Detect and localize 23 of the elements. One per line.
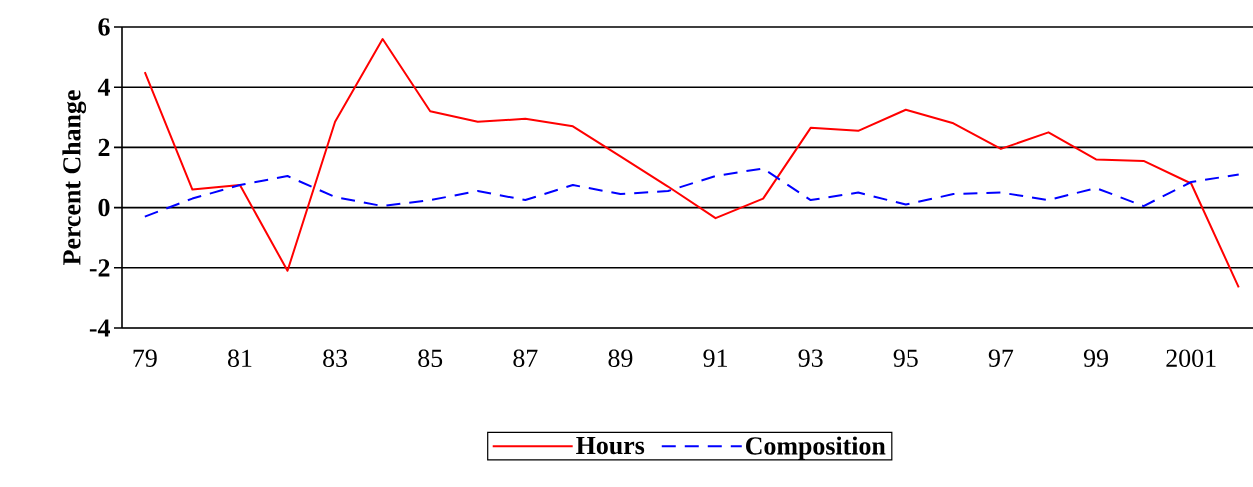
y-tick-label: -2	[89, 259, 110, 277]
y-tick-label: -4	[89, 319, 110, 337]
x-tick-label: 79	[133, 349, 157, 367]
x-tick-label: 81	[227, 349, 252, 367]
x-tick-label: 2001	[1166, 349, 1216, 367]
x-tick-label: 83	[323, 349, 348, 367]
y-tick-label: 6	[98, 18, 110, 36]
x-tick-label: 85	[418, 349, 443, 367]
x-tick-label: 89	[608, 349, 633, 367]
y-tick-label: 2	[98, 138, 110, 156]
x-tick-label: 91	[703, 349, 727, 367]
x-tick-label: 87	[513, 349, 538, 367]
line-series	[143, 38, 1240, 289]
y-axis-title: Percent Change	[62, 90, 87, 265]
legend-label: Composition	[746, 436, 886, 460]
legend-label: Hours	[576, 436, 645, 455]
x-tick-label: 93	[798, 349, 823, 367]
y-tick-label: 4	[97, 78, 110, 96]
x-tick-label: 97	[988, 349, 1014, 367]
line-series	[143, 167, 1240, 218]
x-tick-label: 99	[1083, 349, 1108, 367]
y-tick-label: 0	[98, 198, 110, 217]
x-tick-label: 95	[893, 349, 918, 367]
